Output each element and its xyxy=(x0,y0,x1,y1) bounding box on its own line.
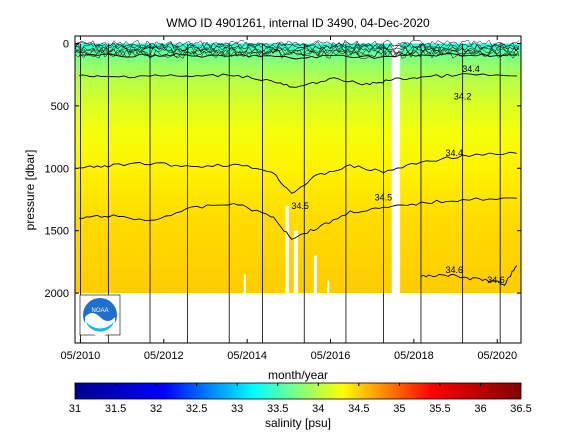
colorbar-tick-label-2: 32 xyxy=(150,403,162,415)
profile-lines xyxy=(80,43,501,343)
colorbar-tick-label-9: 35.5 xyxy=(429,403,450,415)
surface-contour-3 xyxy=(75,44,520,54)
colorbar-label: salinity [psu] xyxy=(265,416,331,430)
surface-contour-5 xyxy=(75,47,520,56)
surface-contour-4 xyxy=(75,45,520,55)
colorbar-tick-label-6: 34 xyxy=(312,403,324,415)
contour-label-4: 34.5 xyxy=(375,193,393,203)
colorbar-tick-label-1: 31.5 xyxy=(105,403,126,415)
y-tick-label-2: 1000 xyxy=(45,163,69,175)
y-tick-label-3: 1500 xyxy=(45,226,69,238)
x-tick-label-5: 05/2020 xyxy=(477,350,517,362)
y-axis-label: pressure [dbar] xyxy=(23,150,37,231)
surface-contour-1 xyxy=(75,41,520,50)
surface-contour-0 xyxy=(75,39,520,49)
y-tick-label-0: 0 xyxy=(63,38,69,50)
data-gap-1 xyxy=(293,230,298,294)
colorbar-tick-label-7: 34.5 xyxy=(348,403,369,415)
y-tick-label-1: 500 xyxy=(51,101,69,113)
colorbar-tick-label-4: 33 xyxy=(231,403,243,415)
x-tick-label-1: 05/2012 xyxy=(144,350,184,362)
colorbar xyxy=(74,382,522,400)
noaa-logo: NOAA xyxy=(79,294,121,336)
x-axis-label: month/year xyxy=(268,368,328,382)
chart-title: WMO ID 4901261, internal ID 3490, 04-Dec… xyxy=(166,16,430,30)
data-gap-4 xyxy=(243,274,246,294)
data-gap-0 xyxy=(285,205,289,294)
y-axis: 0 500 1000 1500 2000 xyxy=(45,38,521,300)
x-axis: 05/2010 05/2012 05/2014 05/2016 05/2018 05/20… xyxy=(61,36,517,362)
contour-34-0 xyxy=(79,52,517,60)
contour-label-3: 34.5 xyxy=(291,201,309,211)
contour-labels: 34.4 34.2 34.4 34.5 34.5 34.6 34.6 xyxy=(291,64,504,285)
x-tick-label-3: 05/2016 xyxy=(311,350,351,362)
contour-label-6: 34.6 xyxy=(487,275,505,285)
contour-34-5-3 xyxy=(79,197,517,240)
contour-34-4-2 xyxy=(79,151,517,194)
contour-label-2: 34.4 xyxy=(446,148,464,158)
surface-contour-2 xyxy=(75,42,520,52)
colorbar-ticks: 31 31.5 32 32.5 33 33.5 34 34.5 35 35.5 36 36.5 xyxy=(69,383,532,415)
contour-label-5: 34.6 xyxy=(446,265,464,275)
noaa-logo-text: NOAA xyxy=(91,308,108,314)
colorbar-tick-label-10: 36 xyxy=(474,403,486,415)
y-tick-label-4: 2000 xyxy=(45,288,69,300)
contour-34-2-1 xyxy=(79,73,517,88)
contour-34-6-4 xyxy=(420,265,518,287)
x-tick-label-4: 05/2018 xyxy=(394,350,434,362)
contour-lines xyxy=(79,52,518,287)
data-gap-2 xyxy=(313,255,317,294)
contour-label-1: 34.2 xyxy=(454,92,472,102)
colorbar-tick-label-0: 31 xyxy=(69,403,81,415)
colorbar-tick-label-8: 35 xyxy=(393,403,405,415)
plot-area: 34.4 34.2 34.4 34.5 34.5 34.6 34.6 xyxy=(75,39,521,343)
colorbar-tick-label-11: 36.5 xyxy=(510,403,531,415)
x-tick-label-2: 05/2014 xyxy=(227,350,267,362)
x-tick-label-0: 05/2010 xyxy=(61,350,101,362)
plot-frame xyxy=(74,35,522,344)
colorbar-tick-label-5: 33.5 xyxy=(267,403,288,415)
colorbar-tick-label-3: 32.5 xyxy=(186,403,207,415)
data-gap-3 xyxy=(327,280,330,294)
contour-label-0: 34.4 xyxy=(462,64,480,74)
